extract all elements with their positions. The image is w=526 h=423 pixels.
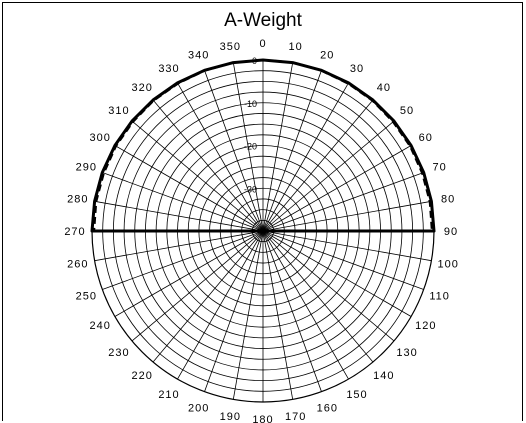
radial-tick-label: -30	[244, 184, 257, 194]
angle-tick-label: 220	[131, 370, 152, 382]
angle-tick-label: 270	[64, 226, 85, 238]
angle-tick-label: 90	[444, 226, 458, 238]
angle-tick-label: 130	[396, 347, 417, 359]
angle-tick-label: 310	[108, 105, 129, 117]
angle-tick-label: 280	[67, 193, 88, 205]
angle-tick-label: 290	[76, 162, 97, 174]
angle-tick-label: 190	[220, 411, 241, 423]
angle-tick-label: 110	[429, 290, 450, 302]
angle-tick-label: 320	[131, 82, 152, 94]
angle-tick-label: 30	[350, 63, 364, 75]
angle-tick-label: 230	[108, 347, 129, 359]
radial-tick-label: 0	[252, 56, 257, 66]
angle-tick-label: 50	[400, 105, 414, 117]
angle-tick-label: 140	[373, 370, 394, 382]
angle-tick-label: 330	[158, 63, 179, 75]
angle-tick-label: 180	[252, 414, 273, 423]
angle-tick-label: 150	[346, 389, 367, 401]
angle-tick-label: 350	[220, 41, 241, 53]
angle-tick-label: 240	[90, 320, 111, 332]
angle-tick-label: 160	[317, 403, 338, 415]
angle-tick-label: 300	[90, 132, 111, 144]
angle-tick-label: 260	[67, 259, 88, 271]
angle-tick-label: 70	[433, 162, 447, 174]
angle-tick-label: 210	[158, 389, 179, 401]
angle-tick-label: 0	[259, 38, 266, 50]
angle-tick-label: 340	[188, 49, 209, 61]
angle-tick-label: 20	[320, 49, 334, 61]
angle-tick-label: 170	[285, 411, 306, 423]
angle-tick-label: 10	[289, 41, 303, 53]
angle-tick-label: 100	[437, 259, 458, 271]
angle-tick-label: 200	[188, 403, 209, 415]
angle-tick-label: 40	[377, 82, 391, 94]
radial-tick-label: -10	[244, 99, 257, 109]
angle-tick-label: 80	[441, 193, 455, 205]
angle-tick-label: 60	[419, 132, 433, 144]
radial-tick-label: -20	[244, 142, 257, 152]
angle-tick-label: 120	[415, 320, 436, 332]
angle-tick-label: 250	[76, 290, 97, 302]
